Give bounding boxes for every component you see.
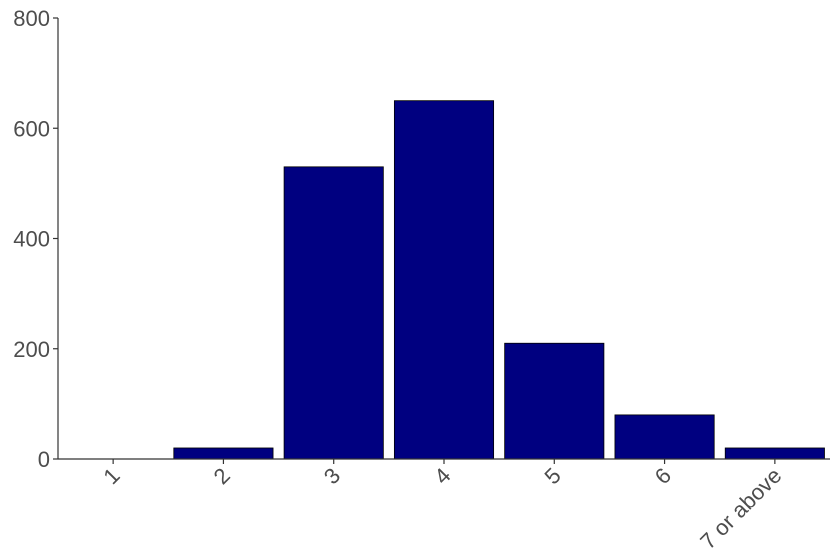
bar-3 xyxy=(283,166,384,460)
x-tick-label: 4 xyxy=(429,463,455,489)
y-tick-label: 600 xyxy=(13,116,50,141)
bars xyxy=(173,100,825,460)
bar-7-or-above xyxy=(724,447,825,460)
x-tick-label: 7 or above xyxy=(695,463,786,554)
y-axis-ticks: 0 200 400 600 800 xyxy=(13,6,58,472)
x-tick-label: 3 xyxy=(319,463,345,489)
y-tick-label: 800 xyxy=(13,6,50,31)
y-tick-label: 200 xyxy=(13,337,50,362)
bar-4 xyxy=(393,100,495,460)
x-tick-label: 5 xyxy=(539,463,565,489)
bar-5 xyxy=(504,342,605,460)
bar-2 xyxy=(173,447,274,460)
y-tick-label: 400 xyxy=(13,227,50,252)
x-tick-label: 1 xyxy=(98,463,124,489)
x-tick-label: 2 xyxy=(209,463,235,489)
y-tick-label: 0 xyxy=(38,447,50,472)
x-axis-ticks: 1 2 3 4 5 6 7 or above xyxy=(98,459,786,554)
bar-6 xyxy=(614,414,715,460)
x-tick-label: 6 xyxy=(650,463,676,489)
